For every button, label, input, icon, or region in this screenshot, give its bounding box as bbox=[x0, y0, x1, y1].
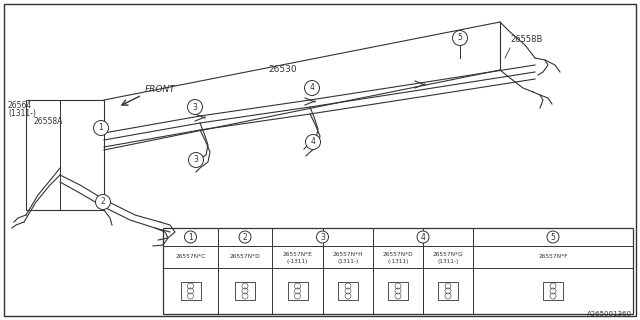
Text: 26557N*F: 26557N*F bbox=[538, 254, 568, 260]
Bar bbox=[163, 228, 633, 314]
Circle shape bbox=[547, 231, 559, 243]
Text: 5: 5 bbox=[550, 233, 556, 242]
Text: (-1311): (-1311) bbox=[287, 260, 308, 265]
Text: 3: 3 bbox=[193, 156, 198, 164]
Text: 5: 5 bbox=[458, 34, 463, 43]
Text: 2: 2 bbox=[100, 197, 106, 206]
Text: 26530: 26530 bbox=[268, 65, 296, 74]
Bar bbox=[388, 282, 408, 300]
Text: 26557N*E: 26557N*E bbox=[283, 252, 312, 257]
Bar bbox=[235, 282, 255, 300]
Circle shape bbox=[452, 30, 467, 45]
Bar bbox=[26, 100, 104, 210]
Text: 3: 3 bbox=[320, 233, 325, 242]
Text: 4: 4 bbox=[420, 233, 426, 242]
Text: 26564: 26564 bbox=[8, 101, 32, 110]
Text: 1: 1 bbox=[188, 233, 193, 242]
Text: (-1311): (-1311) bbox=[387, 260, 409, 265]
Bar bbox=[543, 282, 563, 300]
Text: 26558B: 26558B bbox=[510, 35, 542, 44]
Bar bbox=[287, 282, 307, 300]
Text: 4: 4 bbox=[310, 84, 314, 92]
Text: 1: 1 bbox=[99, 124, 104, 132]
Text: (1311-): (1311-) bbox=[337, 260, 358, 265]
Bar bbox=[438, 282, 458, 300]
Text: 26557N*H: 26557N*H bbox=[333, 252, 364, 257]
Text: 26558A: 26558A bbox=[33, 117, 62, 126]
Bar bbox=[180, 282, 200, 300]
Text: (1311-): (1311-) bbox=[437, 260, 459, 265]
Text: 26557N*D: 26557N*D bbox=[383, 252, 413, 257]
Text: 26557N*C: 26557N*C bbox=[175, 254, 205, 260]
Circle shape bbox=[188, 100, 202, 115]
Circle shape bbox=[93, 121, 109, 135]
Text: 26557N*D: 26557N*D bbox=[230, 254, 260, 260]
Circle shape bbox=[189, 153, 204, 167]
Circle shape bbox=[317, 231, 328, 243]
Circle shape bbox=[184, 231, 196, 243]
Circle shape bbox=[95, 195, 111, 210]
Circle shape bbox=[239, 231, 251, 243]
Text: (1311-): (1311-) bbox=[8, 109, 36, 118]
Text: 26557N*G: 26557N*G bbox=[433, 252, 463, 257]
Text: 3: 3 bbox=[193, 102, 197, 111]
Text: 2: 2 bbox=[243, 233, 248, 242]
Text: FRONT: FRONT bbox=[145, 85, 176, 94]
Circle shape bbox=[305, 81, 319, 95]
Circle shape bbox=[417, 231, 429, 243]
Bar bbox=[338, 282, 358, 300]
Text: 4: 4 bbox=[310, 138, 316, 147]
Text: A265001360: A265001360 bbox=[587, 311, 632, 317]
Circle shape bbox=[305, 134, 321, 149]
